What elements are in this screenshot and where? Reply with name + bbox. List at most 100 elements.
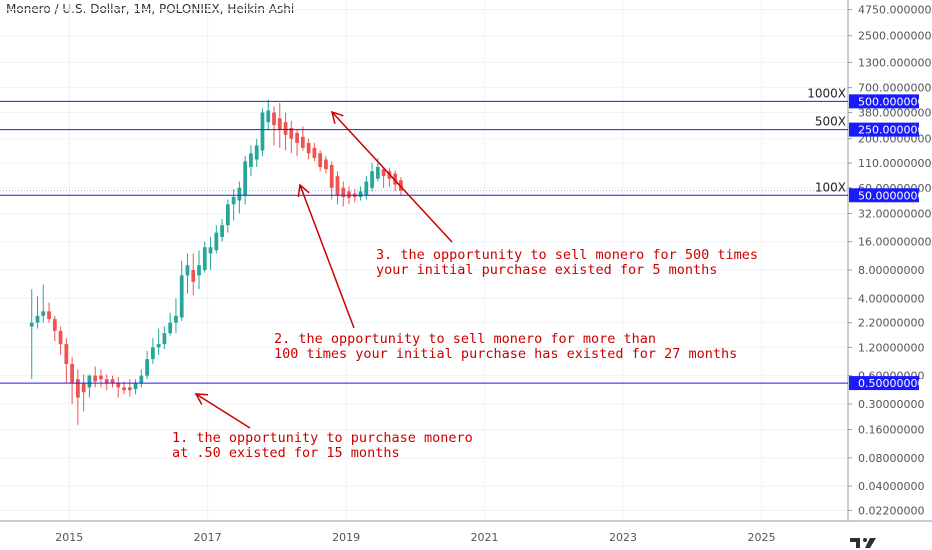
candle bbox=[277, 103, 282, 148]
candle bbox=[104, 374, 109, 391]
candle-body bbox=[104, 379, 109, 384]
candle bbox=[220, 218, 224, 242]
y-tick-label: 16.00000000 bbox=[858, 236, 931, 249]
candle bbox=[150, 338, 155, 364]
x-tick-label: 2021 bbox=[471, 531, 499, 544]
candle bbox=[168, 312, 173, 336]
annotation-text-3: 3. the opportunity to sell monero for 50… bbox=[376, 247, 758, 263]
candle-body bbox=[52, 319, 57, 331]
annotation-text-1: at .50 existed for 15 months bbox=[172, 445, 400, 461]
candle-body bbox=[220, 225, 224, 237]
candle-body bbox=[127, 387, 132, 391]
annotation-arrow-2 bbox=[297, 183, 355, 329]
candle-body bbox=[312, 147, 317, 158]
candle bbox=[329, 161, 334, 200]
candle-body bbox=[347, 191, 351, 198]
candle bbox=[139, 369, 144, 388]
candle-body bbox=[306, 143, 311, 154]
candle bbox=[179, 260, 184, 321]
candle bbox=[99, 369, 103, 388]
candle-body bbox=[341, 187, 346, 197]
candle-body bbox=[364, 181, 369, 196]
candle-body bbox=[133, 383, 138, 390]
candle bbox=[185, 253, 190, 294]
arrow-head bbox=[297, 183, 310, 197]
annotation-text-2: 100 times your initial purchase has exis… bbox=[274, 346, 737, 362]
candle bbox=[358, 186, 363, 201]
candle-body bbox=[197, 265, 201, 276]
candle-body bbox=[295, 133, 299, 144]
candle-body bbox=[70, 363, 74, 384]
candle-body bbox=[243, 161, 248, 196]
y-tick-label: 110.00000000 bbox=[858, 157, 932, 170]
candle-body bbox=[214, 232, 219, 251]
candle bbox=[76, 369, 80, 425]
candle-body bbox=[202, 247, 207, 271]
arrow-shaft bbox=[299, 184, 355, 329]
multiplier-label: 100X bbox=[815, 180, 846, 194]
candle-body bbox=[93, 375, 98, 382]
x-tick-label: 2023 bbox=[609, 531, 637, 544]
candle-body bbox=[179, 275, 184, 318]
candle bbox=[58, 326, 63, 355]
y-tick-label: 8.00000000 bbox=[858, 264, 924, 277]
candle bbox=[64, 338, 69, 384]
annotation-text-1: 1. the opportunity to purchase monero bbox=[172, 430, 473, 446]
chart-title: Monero / U.S. Dollar, 1M, POLONIEX, Heik… bbox=[6, 2, 295, 16]
y-tick-label: 1300.00000000 bbox=[858, 56, 932, 69]
candle bbox=[35, 296, 40, 329]
candle-body bbox=[272, 112, 276, 125]
candle bbox=[254, 138, 259, 167]
candle-body bbox=[87, 375, 92, 388]
tradingview-logo-icon bbox=[850, 538, 876, 548]
candle-body bbox=[81, 383, 86, 393]
candle-body bbox=[185, 265, 190, 276]
price-level-label: 250.00000000 bbox=[858, 124, 932, 137]
price-level-tag bbox=[849, 376, 919, 391]
candle-body bbox=[399, 180, 403, 191]
candle bbox=[243, 156, 248, 205]
candle-body bbox=[289, 128, 294, 139]
arrow-shaft bbox=[195, 393, 251, 429]
candle bbox=[214, 225, 219, 254]
candle bbox=[197, 250, 201, 290]
annotation-arrow-1 bbox=[194, 393, 251, 429]
candle bbox=[174, 298, 178, 334]
candle-body bbox=[41, 311, 46, 316]
candle bbox=[352, 189, 357, 203]
candle-body bbox=[162, 333, 167, 345]
candle bbox=[110, 375, 115, 388]
candle-body bbox=[329, 165, 334, 188]
candle-body bbox=[139, 375, 144, 384]
arrow-head bbox=[194, 393, 209, 405]
horizontal-lines: 500.00000000 1000X 250.00000000 500X 50.0000… bbox=[0, 86, 932, 391]
candle bbox=[231, 189, 236, 221]
candle-body bbox=[283, 122, 288, 135]
y-axis-ticks: 4750.00000000 2500.00000000 1300.00000000 7… bbox=[848, 4, 932, 517]
gridlines bbox=[0, 0, 848, 521]
candle bbox=[283, 112, 288, 151]
y-tick-label: 0.04000000 bbox=[858, 480, 924, 493]
candle-body bbox=[110, 379, 115, 384]
candle-body bbox=[99, 375, 103, 380]
candle bbox=[81, 374, 86, 412]
candle-body bbox=[116, 383, 121, 388]
y-tick-label: 4.00000000 bbox=[858, 292, 924, 305]
candle bbox=[29, 289, 34, 380]
candle-body bbox=[237, 187, 242, 201]
candle-body bbox=[64, 344, 69, 364]
multiplier-label: 1000X bbox=[807, 86, 846, 100]
candle bbox=[237, 181, 242, 214]
y-tick-label: 0.02200000 bbox=[858, 504, 924, 517]
x-tick-label: 2025 bbox=[747, 531, 775, 544]
candle bbox=[335, 171, 340, 205]
candle bbox=[370, 163, 374, 192]
candle bbox=[295, 129, 299, 157]
candle-body bbox=[29, 322, 34, 327]
x-axis-ticks: 2015 2017 2019 2021 2023 2025 bbox=[55, 531, 775, 544]
candle bbox=[127, 379, 132, 397]
annotations: 1. the opportunity to purchase monero at… bbox=[172, 110, 758, 461]
candle bbox=[122, 381, 126, 395]
